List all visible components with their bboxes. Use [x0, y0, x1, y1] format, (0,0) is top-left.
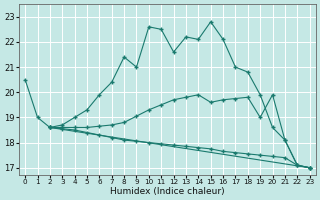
X-axis label: Humidex (Indice chaleur): Humidex (Indice chaleur) — [110, 187, 225, 196]
